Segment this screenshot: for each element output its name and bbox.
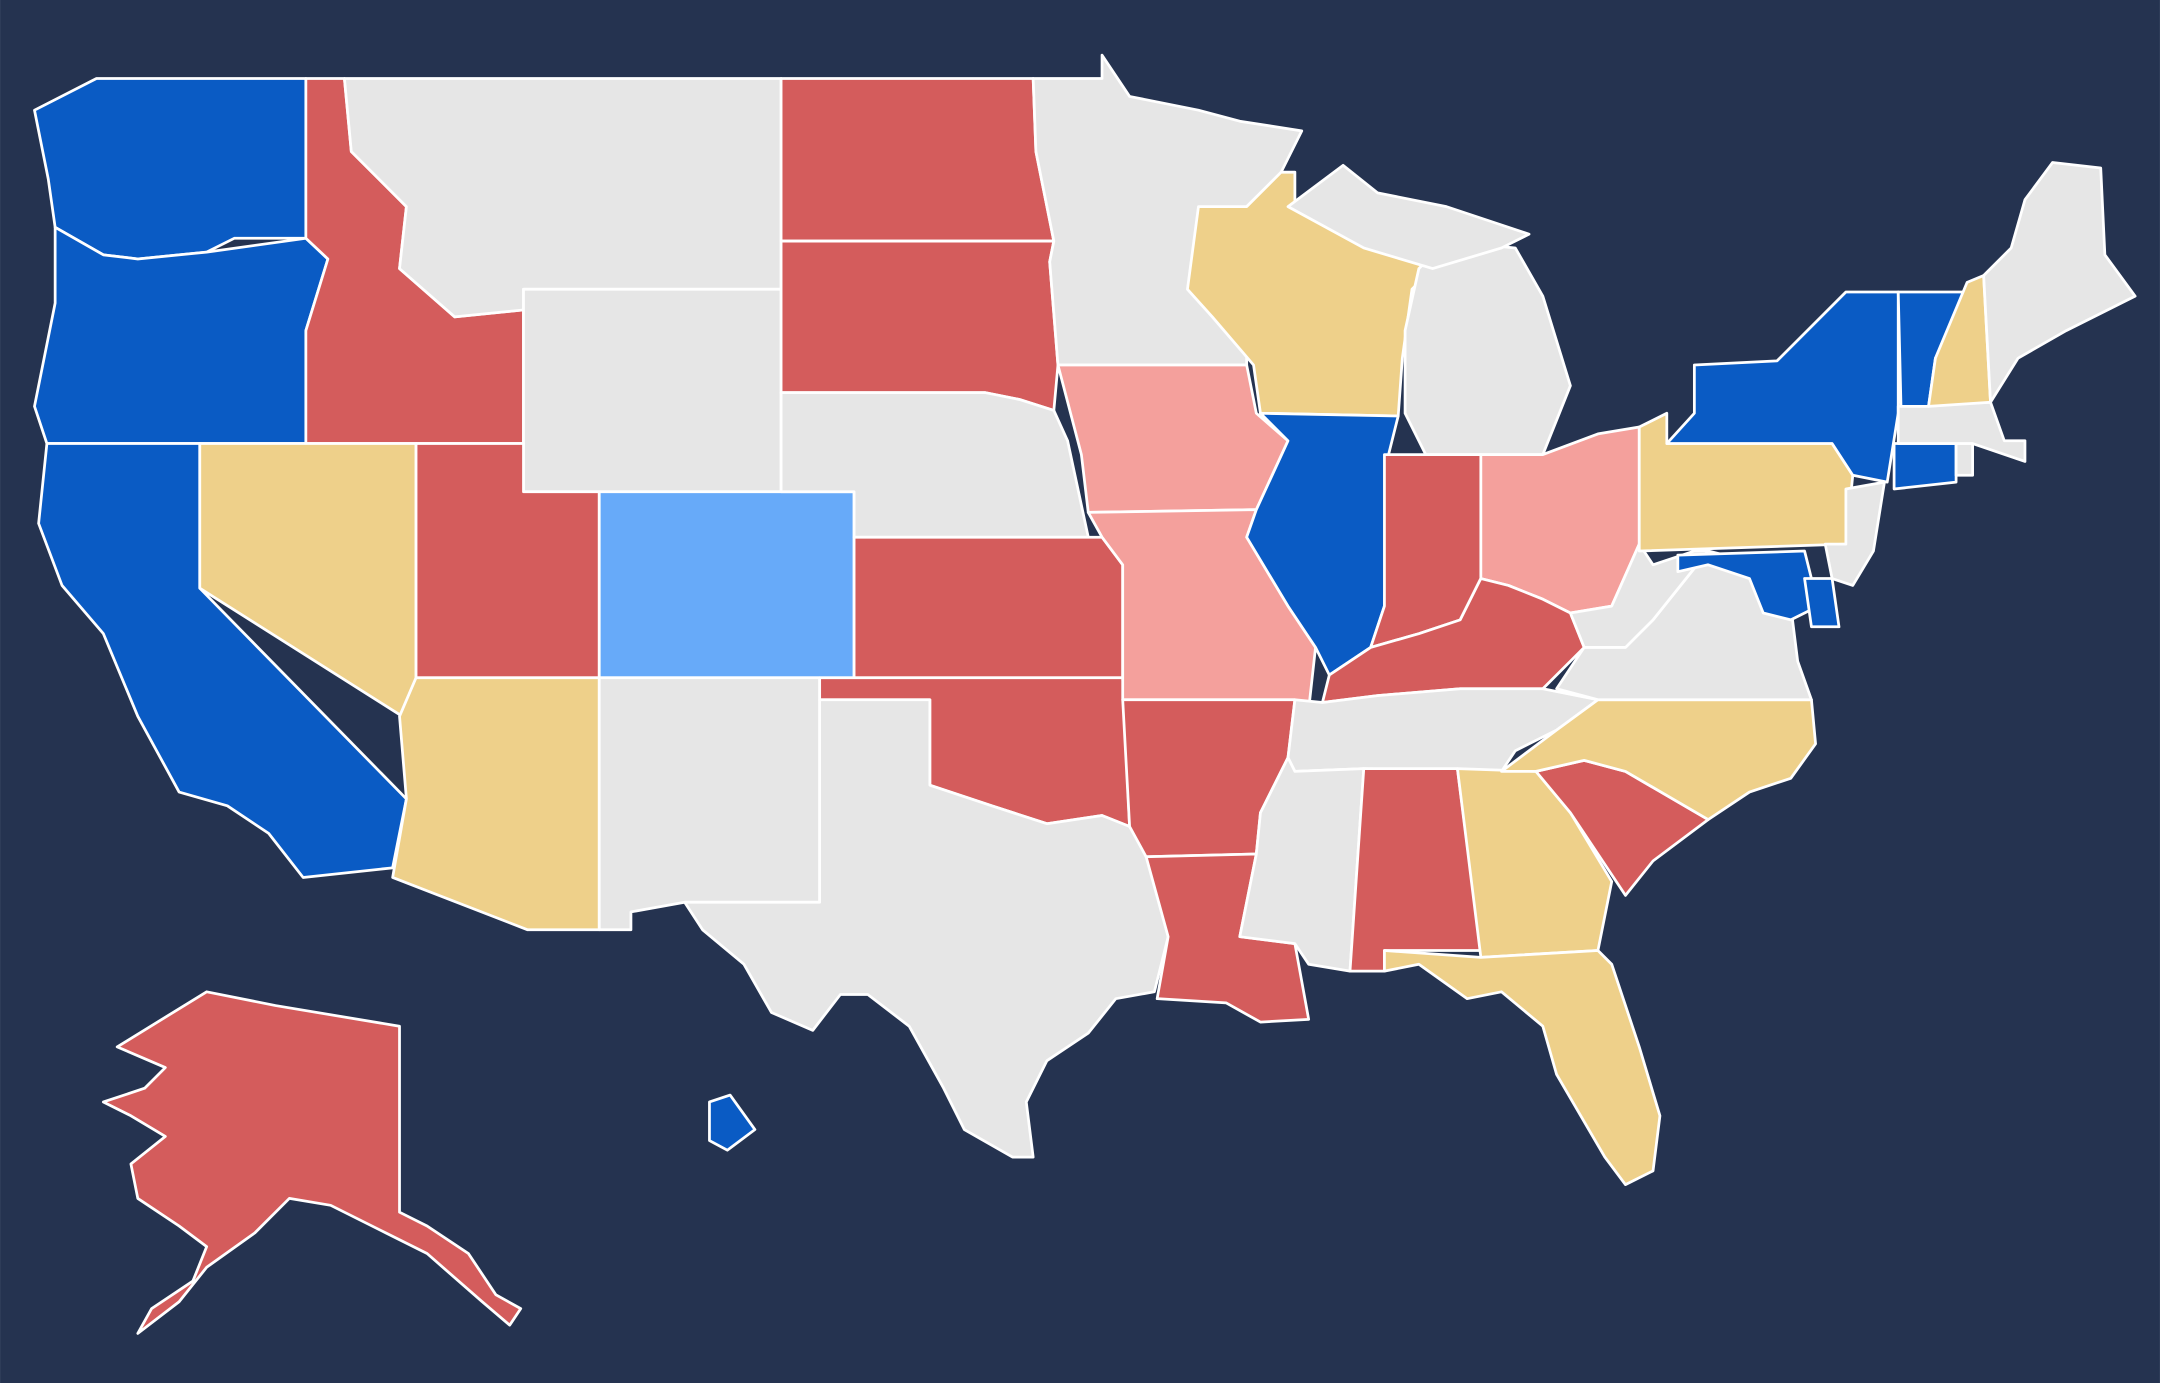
state xyxy=(597,490,856,680)
state xyxy=(33,225,330,445)
state xyxy=(683,698,1170,1159)
state xyxy=(1896,400,2027,463)
state xyxy=(779,391,1090,539)
state xyxy=(1982,161,2137,404)
state xyxy=(1569,542,1710,649)
state xyxy=(1676,549,1820,622)
state xyxy=(1500,698,1817,821)
state xyxy=(1245,411,1400,677)
state xyxy=(1383,949,1662,1187)
state xyxy=(37,442,408,879)
state xyxy=(779,77,1056,243)
state xyxy=(779,239,1060,412)
state xyxy=(33,77,308,261)
state xyxy=(852,535,1125,680)
state xyxy=(1954,442,1974,477)
state xyxy=(101,990,523,1335)
state xyxy=(1803,577,1841,629)
state xyxy=(1927,274,1992,408)
state xyxy=(522,287,783,494)
state xyxy=(597,676,822,932)
state xyxy=(708,1093,757,1152)
state xyxy=(1892,442,1958,491)
state xyxy=(1286,163,1531,270)
state xyxy=(1823,480,1886,587)
state xyxy=(1186,170,1435,418)
state xyxy=(1238,756,1366,973)
